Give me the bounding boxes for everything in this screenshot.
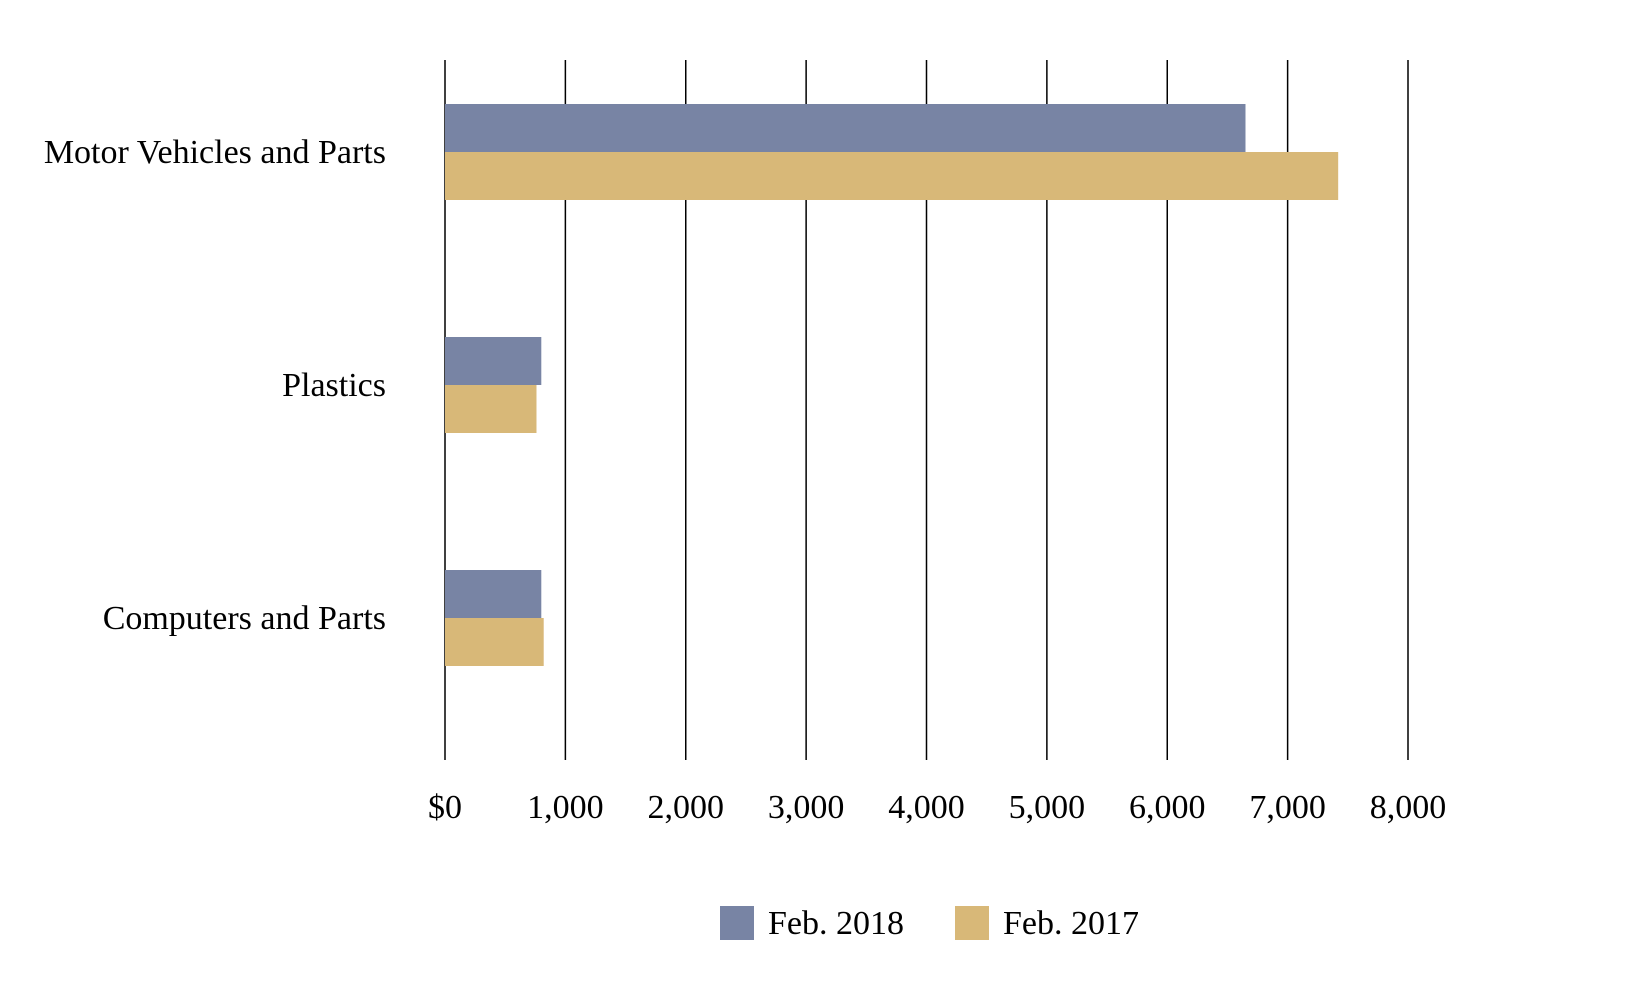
x-tick-label-5: 5,000 <box>1009 789 1086 826</box>
legend-label-1: Feb. 2017 <box>1003 905 1139 942</box>
x-axis-tick-labels: $0 1,000 2,000 3,000 4,000 5,000 6,000 7,000 8,0… <box>428 789 1446 826</box>
legend-swatch-0 <box>720 906 754 940</box>
x-tick-label-1: 1,000 <box>527 789 604 826</box>
category-label-2: Computers and Parts <box>103 600 386 637</box>
bar-feb-2018-1 <box>445 337 542 385</box>
x-tick-label-2: 2,000 <box>648 789 725 826</box>
x-tick-label-3: 3,000 <box>768 789 845 826</box>
bar-feb-2018-0 <box>445 104 1246 152</box>
x-tick-label-7: 7,000 <box>1249 789 1326 826</box>
x-tick-label-0: $0 <box>428 789 462 826</box>
x-tick-label-8: 8,000 <box>1370 789 1447 826</box>
bar-feb-2017-2 <box>445 618 544 666</box>
category-label-1: Plastics <box>282 367 386 404</box>
x-tick-label-6: 6,000 <box>1129 789 1206 826</box>
bar-feb-2018-2 <box>445 570 542 618</box>
bars <box>445 104 1339 666</box>
x-tick-label-4: 4,000 <box>888 789 965 826</box>
legend-swatch-1 <box>955 906 989 940</box>
category-label-0: Motor Vehicles and Parts <box>44 134 386 171</box>
legend: Feb. 2018 Feb. 2017 <box>720 905 1139 942</box>
legend-label-0: Feb. 2018 <box>768 905 904 942</box>
category-labels: Motor Vehicles and Parts Plastics Computer… <box>44 134 386 637</box>
bar-feb-2017-1 <box>445 385 537 433</box>
bar-feb-2017-0 <box>445 152 1339 200</box>
